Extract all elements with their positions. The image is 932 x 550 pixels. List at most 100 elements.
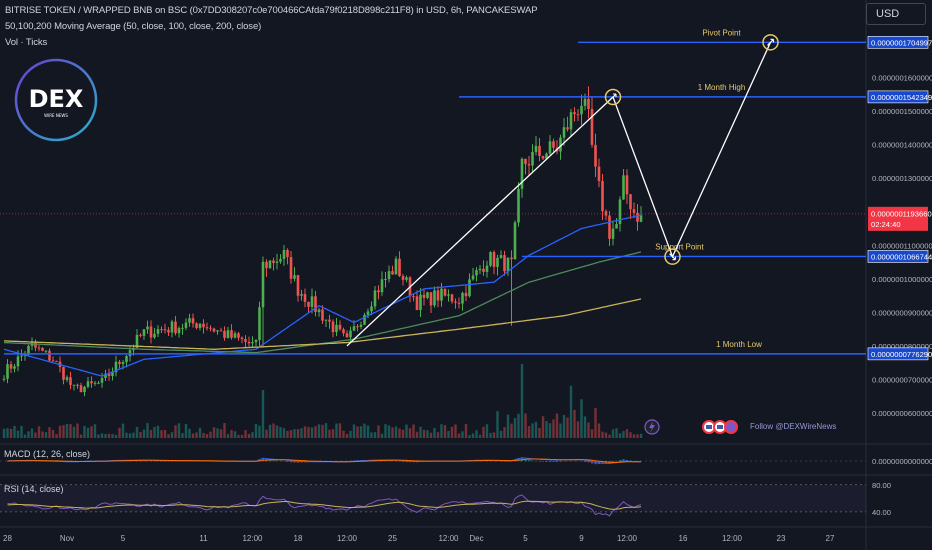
volume-bar [279, 427, 282, 438]
volume-bar [524, 413, 527, 438]
candle-body [328, 319, 331, 322]
candle-body [359, 324, 363, 327]
candle-body [450, 294, 454, 302]
volume-bar [583, 416, 587, 438]
candle-body [387, 271, 391, 279]
volume-bar [34, 432, 37, 438]
currency-button[interactable]: USD [866, 3, 926, 25]
macd-histogram-bar [345, 461, 349, 462]
volume-bar [275, 425, 279, 438]
candle-body [181, 327, 184, 329]
volume-bar [324, 423, 328, 438]
candle-body [363, 314, 366, 325]
macd-histogram-bar [289, 461, 293, 463]
logo-text: DEX [29, 85, 84, 113]
volume-bar [566, 417, 569, 438]
candle-body [244, 339, 247, 342]
volume-bar [415, 431, 419, 438]
candle-body [100, 378, 104, 383]
candle-body [62, 366, 65, 380]
candle-body [268, 260, 272, 269]
volume-bar [405, 424, 408, 438]
flag-stripe [706, 425, 712, 429]
macd-histogram-bar [538, 461, 541, 462]
volume-bar [373, 432, 377, 438]
candle-body [212, 328, 216, 332]
rsi-band [0, 484, 866, 512]
volume-bar [384, 424, 387, 438]
volume-bar [146, 423, 149, 438]
rsi-label: RSI (14, close) [4, 484, 64, 494]
volume-bar [30, 428, 34, 438]
candle-body [51, 360, 55, 362]
volume-bar [132, 432, 135, 438]
candle-body [587, 98, 590, 109]
volume-bar [307, 427, 310, 438]
candle-body [27, 345, 30, 355]
candle-body [559, 137, 562, 152]
volume-bar [499, 430, 503, 438]
candle-body [86, 381, 90, 387]
candle-body [303, 294, 307, 302]
level-price-badge [867, 90, 929, 104]
volume-bar [100, 433, 104, 438]
volume-bar [506, 414, 510, 438]
macd-histogram-bar [174, 461, 177, 462]
candle-body [265, 261, 268, 269]
candle-body [478, 268, 482, 271]
candle-body [216, 330, 219, 332]
time-tick: 12:00 [337, 534, 358, 543]
level-price-label: 0.0000001066744 [871, 252, 932, 261]
macd-histogram-bar [261, 457, 265, 462]
candle-body [142, 329, 146, 336]
candle-body [580, 105, 583, 115]
volume-bar [237, 434, 240, 438]
candle-body [394, 258, 398, 275]
volume-bar [121, 423, 125, 438]
candle-body [314, 296, 317, 313]
volume-bar [440, 424, 443, 438]
candle-body [485, 265, 489, 272]
level-price-label: 0.0000001542349 [871, 93, 932, 102]
volume-bar [555, 413, 559, 438]
candle-body [562, 127, 566, 138]
moving-average-legend[interactable]: 50,100,200 Moving Average (50, close, 10… [5, 21, 262, 32]
volume-bar [380, 433, 384, 438]
volume-bar [286, 430, 289, 438]
rsi-tick: 80.00 [872, 481, 891, 490]
volume-bar [177, 423, 181, 438]
volume-bar [639, 433, 643, 438]
volume-bar [618, 433, 622, 438]
volume-bar [545, 420, 548, 438]
time-tick: 12:00 [722, 534, 743, 543]
candle-body [426, 292, 429, 298]
volume-bar [125, 432, 128, 438]
dexwire-logo: DEX WIRE NEWS [14, 58, 98, 142]
candle-body [391, 271, 394, 275]
volume-bar [534, 421, 538, 438]
volume-bar [454, 424, 457, 438]
volume-bar [111, 433, 114, 438]
candle-body [513, 222, 517, 260]
volume-bar [548, 423, 552, 438]
macd-tick: 0.0000000000000 [872, 457, 932, 466]
volume-bar [573, 409, 576, 438]
time-tick: 18 [294, 534, 303, 543]
volume-bar [429, 432, 433, 438]
candle-body [429, 292, 433, 306]
price-tick: 0.0000001000000 [872, 275, 932, 284]
volume-bar [482, 426, 485, 438]
candle-body [433, 290, 436, 306]
volume-legend[interactable]: Vol · Ticks [5, 37, 48, 48]
macd-histogram-bar [552, 461, 555, 463]
candle-body [300, 294, 303, 296]
volume-bar [317, 424, 321, 438]
candle-body [90, 381, 93, 384]
volume-bar [142, 429, 146, 438]
macd-histogram-bar [531, 460, 534, 462]
volume-bar [478, 434, 482, 438]
volume-bar [48, 427, 51, 438]
candle-body [524, 158, 527, 165]
candle-body [569, 112, 573, 130]
